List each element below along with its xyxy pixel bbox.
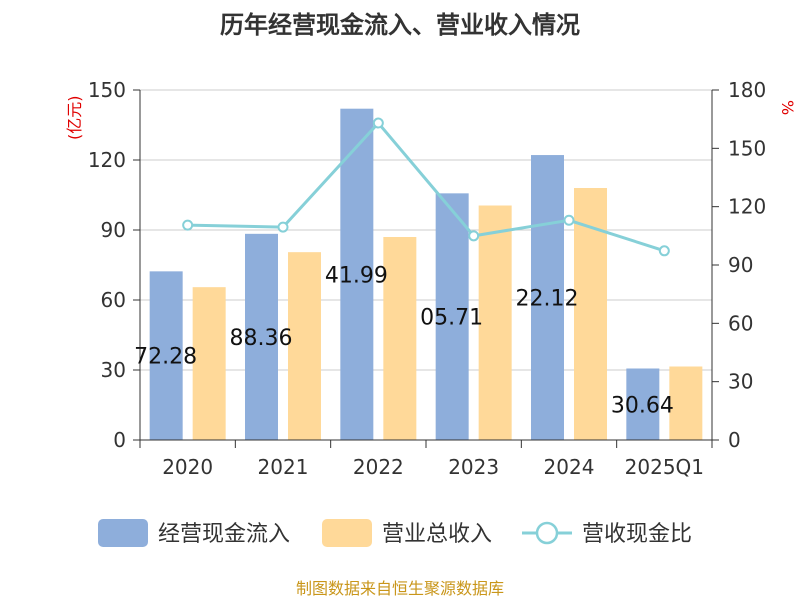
ratio-point <box>182 219 194 231</box>
right-tick-label: 120 <box>728 195 766 219</box>
legend: 经营现金流入 营业总收入 营收现金比 <box>98 519 692 547</box>
bar-revenue <box>288 252 321 440</box>
bar-cash-inflow <box>340 108 374 440</box>
data-label-cash-inflow: 30.64 <box>611 393 674 418</box>
chart-title: 历年经营现金流入、营业收入情况 <box>220 11 580 39</box>
bar-cash-inflow <box>626 368 660 440</box>
x-tick-label: 2025Q1 <box>625 455 704 479</box>
source-note: 制图数据来自恒生聚源数据库 <box>296 579 504 598</box>
left-tick-label: 150 <box>88 78 126 102</box>
x-tick-label: 2023 <box>448 455 499 479</box>
gridlines <box>140 89 712 371</box>
x-tick-label: 2022 <box>353 455 404 479</box>
left-tick-label: 30 <box>101 358 126 382</box>
left-tick-label: 120 <box>88 148 126 172</box>
right-tick-label: 60 <box>728 311 753 335</box>
ratio-point <box>563 214 575 226</box>
left-axis-unit: (亿元) <box>65 96 84 141</box>
left-tick-label: 90 <box>101 218 126 242</box>
ratio-point <box>468 230 480 242</box>
bar-cash-inflow <box>531 155 564 440</box>
legend-label-cash-inflow: 经营现金流入 <box>158 522 290 547</box>
bar-revenue <box>383 237 417 440</box>
right-tick-label: 90 <box>728 253 753 277</box>
bar-cash-inflow <box>149 271 183 440</box>
legend-swatch-ratio-marker <box>535 521 559 545</box>
left-tick-label: 0 <box>113 428 126 452</box>
legend-swatch-revenue <box>322 519 372 547</box>
left-tick-label: 60 <box>101 288 126 312</box>
data-labels-group: 72.28 88.36 41.99 05.71 22.12 30.64 <box>134 263 674 418</box>
right-tick-label: 150 <box>728 136 766 160</box>
ratio-point <box>658 245 670 257</box>
data-label-cash-inflow: 22.12 <box>516 287 579 312</box>
ratio-point <box>372 117 384 129</box>
axes-group: 0 30 60 90 120 150 0 30 60 90 120 150 180 (亿元) % 2020 20… <box>65 78 797 479</box>
data-label-cash-inflow: 41.99 <box>325 263 388 288</box>
bar-revenue <box>192 287 226 440</box>
ratio-point <box>277 221 289 233</box>
x-tick-label: 2024 <box>544 455 595 479</box>
bars-group <box>149 108 703 440</box>
x-tick-label: 2021 <box>258 455 309 479</box>
x-tick-label: 2020 <box>162 455 213 479</box>
legend-swatch-cash-inflow <box>98 519 148 547</box>
data-label-cash-inflow: 72.28 <box>134 345 197 370</box>
ratio-line-group <box>182 117 670 257</box>
bar-cash-inflow <box>435 193 469 440</box>
bar-cash-inflow <box>245 233 278 440</box>
ratio-line <box>187 120 665 253</box>
bar-revenue <box>669 366 703 440</box>
right-axis-unit: % <box>778 100 797 115</box>
right-tick-label: 180 <box>728 78 766 102</box>
right-tick-label: 0 <box>728 428 741 452</box>
legend-label-ratio: 营收现金比 <box>582 522 692 547</box>
right-tick-label: 30 <box>728 370 753 394</box>
bar-revenue <box>478 205 512 440</box>
data-label-cash-inflow: 88.36 <box>230 326 293 351</box>
data-label-cash-inflow: 05.71 <box>420 306 483 331</box>
legend-label-revenue: 营业总收入 <box>382 522 492 547</box>
